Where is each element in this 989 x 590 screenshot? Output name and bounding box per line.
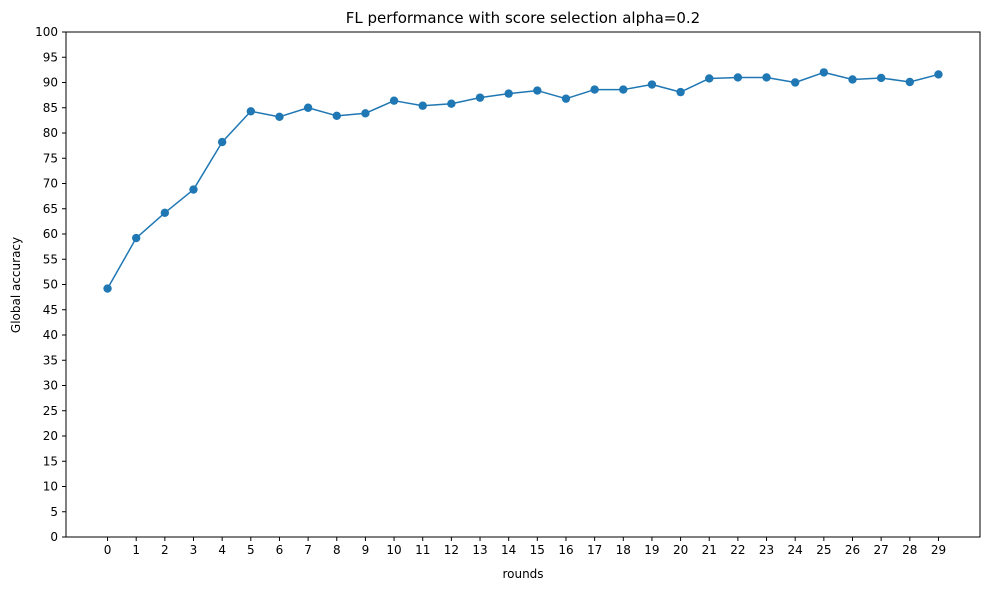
data-point (246, 107, 256, 116)
y-tick-label: 85 (43, 101, 58, 115)
y-tick-label: 40 (43, 328, 58, 342)
data-point (905, 77, 915, 87)
data-point (103, 284, 112, 293)
data-point (475, 93, 485, 102)
x-axis-label: rounds (502, 567, 543, 581)
data-point (131, 233, 141, 243)
x-tick-label: 0 (104, 543, 112, 557)
data-point (160, 208, 170, 217)
y-tick-label: 95 (43, 50, 58, 64)
y-axis-label: Global accuracy (9, 237, 23, 333)
x-tick-label: 5 (247, 543, 255, 557)
data-point (189, 185, 198, 194)
y-tick-label: 0 (50, 530, 58, 544)
data-point (590, 85, 599, 94)
x-tick-label: 12 (444, 543, 459, 557)
data-point (332, 111, 341, 121)
x-tick-label: 14 (501, 543, 516, 557)
y-tick-label: 75 (43, 151, 58, 165)
y-axis-ticks: 0 5 10 15 20 25 30 35 40 45 50 55 60 65 70 75 80 85 90 95 10… (35, 25, 66, 544)
y-tick-label: 90 (43, 76, 58, 90)
data-point (275, 112, 284, 122)
plot-area-frame (65, 31, 981, 538)
y-tick-label: 30 (43, 379, 58, 393)
x-tick-label: 11 (415, 543, 430, 557)
x-tick-label: 6 (276, 543, 284, 557)
y-tick-label: 100 (35, 25, 58, 39)
x-tick-label: 4 (218, 543, 226, 557)
x-tick-label: 28 (902, 543, 917, 557)
x-tick-label: 27 (874, 543, 889, 557)
x-tick-label: 9 (362, 543, 370, 557)
x-axis-ticks: 0 1 2 3 4 5 6 7 8 9 10 11 12 13 14 15 16 17 18 19 20 21 22 23 24… (104, 537, 946, 557)
data-point (619, 85, 628, 94)
x-tick-label: 1 (132, 543, 140, 557)
data-point (733, 73, 743, 82)
x-tick-label: 20 (673, 543, 688, 557)
data-point (848, 75, 857, 84)
x-tick-label: 24 (788, 543, 803, 557)
data-point (676, 87, 685, 97)
x-tick-label: 15 (530, 543, 545, 557)
x-tick-label: 18 (616, 543, 631, 557)
chart-title: FL performance with score selection alph… (346, 9, 700, 27)
x-tick-label: 19 (644, 543, 659, 557)
y-tick-label: 35 (43, 353, 58, 367)
series-group (103, 68, 943, 293)
x-tick-label: 26 (845, 543, 860, 557)
y-tick-label: 80 (43, 126, 58, 140)
data-point (819, 68, 829, 77)
x-tick-label: 16 (558, 543, 573, 557)
series-line (106, 71, 939, 289)
data-point (447, 99, 456, 108)
data-point (790, 78, 800, 87)
y-tick-label: 65 (43, 202, 58, 216)
data-point (504, 89, 513, 98)
x-tick-label: 23 (759, 543, 774, 557)
y-tick-label: 10 (43, 480, 58, 494)
data-point (418, 101, 427, 110)
y-tick-label: 55 (43, 252, 58, 266)
data-point (934, 70, 943, 79)
x-tick-label: 17 (587, 543, 602, 557)
y-tick-label: 45 (43, 303, 58, 317)
x-tick-label: 22 (730, 543, 745, 557)
x-tick-label: 13 (472, 543, 487, 557)
x-tick-label: 21 (702, 543, 717, 557)
data-point (705, 74, 714, 83)
x-tick-label: 7 (304, 543, 312, 557)
y-tick-label: 60 (43, 227, 58, 241)
data-point (876, 73, 886, 83)
y-tick-label: 25 (43, 404, 58, 418)
x-tick-label: 10 (386, 543, 401, 557)
data-point (561, 94, 571, 103)
data-point (217, 137, 227, 147)
data-point (647, 80, 657, 89)
x-tick-label: 8 (333, 543, 341, 557)
x-tick-label: 29 (931, 543, 946, 557)
data-point (533, 86, 542, 95)
y-tick-label: 50 (43, 278, 58, 292)
data-point (762, 73, 771, 82)
data-point (361, 109, 370, 118)
x-tick-label: 3 (190, 543, 198, 557)
y-tick-label: 15 (43, 454, 58, 468)
data-point (389, 96, 399, 105)
x-tick-label: 2 (161, 543, 169, 557)
x-tick-label: 25 (816, 543, 831, 557)
data-point (303, 103, 313, 112)
y-tick-label: 5 (50, 505, 58, 519)
y-tick-label: 70 (43, 177, 58, 191)
y-tick-label: 20 (43, 429, 58, 443)
